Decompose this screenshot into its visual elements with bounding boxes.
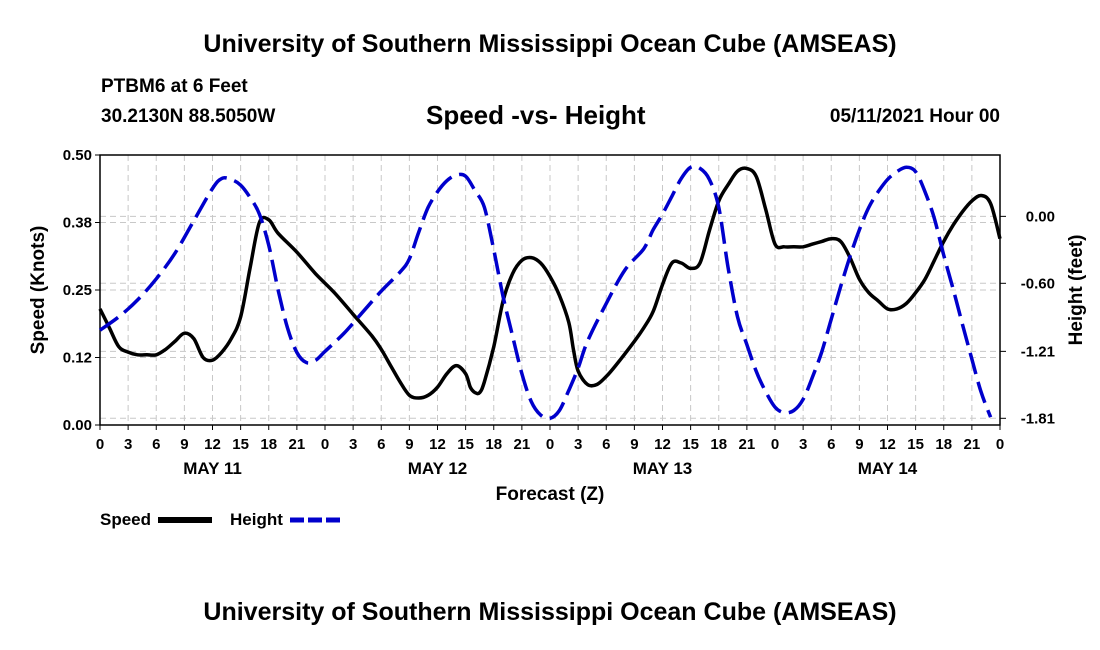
height-series-line — [98, 164, 993, 421]
x-tick-label: 9 — [405, 436, 413, 453]
y2-tick-label: -1.81 — [1021, 410, 1055, 427]
date-label: 05/11/2021 Hour 00 — [829, 106, 1000, 127]
y-axis-title: Speed (Knots) — [28, 226, 49, 355]
x-tick-label: 18 — [260, 436, 277, 453]
speed-height-chart: 0 3 6 9 12 15 18 21 0 3 6 9 12 15 18 21 0 3 6 9 12 15 18 21 0 3 6 9… — [28, 147, 1087, 529]
x-tick-label: 0 — [96, 436, 104, 453]
page-title: University of Southern Mississippi Ocean… — [203, 30, 897, 58]
x-tick-label: 3 — [124, 436, 132, 453]
x-tick-label: 0 — [771, 436, 779, 453]
x-axis-title: Forecast (Z) — [496, 484, 605, 505]
x-tick-label: 21 — [964, 436, 981, 453]
x-tick-label: 15 — [682, 436, 699, 453]
legend-label-speed: Speed — [100, 510, 151, 529]
x-tick-label: 21 — [289, 436, 306, 453]
y-tick-label: 0.25 — [63, 282, 92, 299]
x-tick-label: 12 — [654, 436, 671, 453]
axes: 0 3 6 9 12 15 18 21 0 3 6 9 12 15 18 21 0 3 6 9 12 15 18 21 0 3 6 9… — [63, 147, 1055, 478]
x-tick-label: 18 — [935, 436, 952, 453]
series — [98, 164, 1002, 421]
x-tick-label: 0 — [996, 436, 1004, 453]
x-tick-label: 9 — [855, 436, 863, 453]
y2-axis-title: Height (feet) — [1066, 235, 1087, 346]
legend: Speed Height — [100, 510, 342, 529]
x-date-label: MAY 11 — [183, 459, 242, 478]
y2-tick-label: -1.21 — [1021, 343, 1055, 360]
x-tick-label: 15 — [907, 436, 924, 453]
x-date-label: MAY 14 — [858, 459, 918, 478]
x-tick-label: 21 — [514, 436, 531, 453]
y-tick-label: 0.12 — [63, 350, 92, 367]
x-tick-label: 3 — [349, 436, 357, 453]
speed-series-line — [98, 166, 1002, 400]
x-tick-label: 9 — [630, 436, 638, 453]
x-tick-label: 0 — [546, 436, 554, 453]
x-tick-label: 12 — [879, 436, 896, 453]
y2-tick-label: -0.60 — [1021, 275, 1055, 292]
x-tick-label: 3 — [574, 436, 582, 453]
legend-label-height: Height — [230, 510, 283, 529]
x-tick-label: 6 — [152, 436, 160, 453]
station-label: PTBM6 at 6 Feet — [101, 76, 248, 97]
x-date-label: MAY 13 — [633, 459, 693, 478]
x-tick-label: 15 — [232, 436, 249, 453]
x-tick-label: 6 — [602, 436, 610, 453]
x-tick-label: 21 — [739, 436, 756, 453]
footer-title: University of Southern Mississippi Ocean… — [203, 598, 897, 626]
x-tick-label: 18 — [710, 436, 727, 453]
coordinates-label: 30.2130N 88.5050W — [101, 106, 276, 127]
y-tick-label: 0.50 — [63, 147, 92, 164]
x-tick-label: 18 — [485, 436, 502, 453]
y-tick-label: 0.00 — [63, 417, 92, 434]
x-tick-label: 9 — [180, 436, 188, 453]
x-tick-label: 3 — [799, 436, 807, 453]
chart-title: Speed -vs- Height — [426, 100, 646, 130]
x-tick-label: 15 — [457, 436, 474, 453]
x-date-label: MAY 12 — [408, 459, 468, 478]
y-tick-label: 0.38 — [63, 215, 92, 232]
x-tick-label: 12 — [204, 436, 221, 453]
x-tick-label: 6 — [377, 436, 385, 453]
x-tick-label: 12 — [429, 436, 446, 453]
y2-tick-label: 0.00 — [1026, 208, 1055, 225]
x-tick-label: 0 — [321, 436, 329, 453]
x-tick-label: 6 — [827, 436, 835, 453]
